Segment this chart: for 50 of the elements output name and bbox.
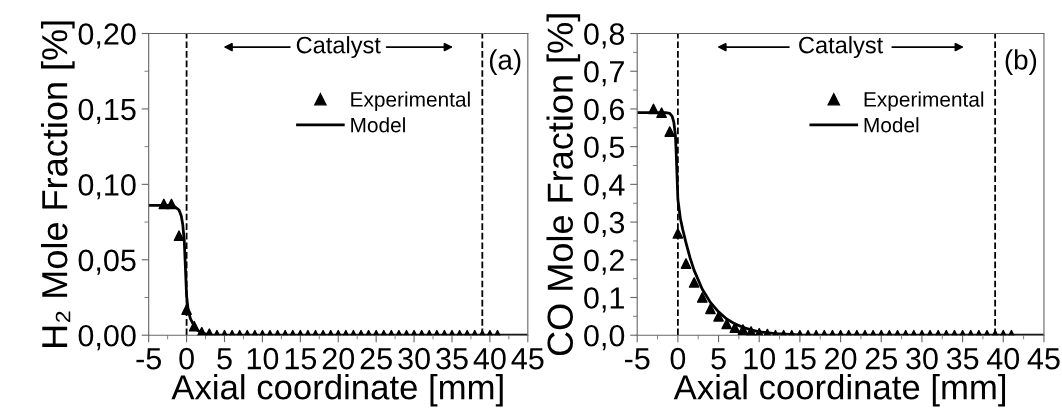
x-tick-label: 30 [906, 347, 938, 370]
x-tick-label: 0 [179, 347, 194, 370]
y-axis-title: H₂ Mole Fraction [%] [40, 21, 75, 347]
x-axis-title: Axial coordinate [mm] [171, 374, 503, 407]
annotation: Catalyst [799, 36, 884, 59]
x-tick-label: 40 [986, 347, 1020, 370]
x-tick-label: 10 [744, 347, 776, 370]
x-tick-label: 40 [473, 347, 506, 370]
annotation: Catalyst [296, 36, 381, 59]
x-tick-label: 35 [946, 347, 979, 370]
y-axis-title: CO Mole Fraction [%] [546, 14, 581, 356]
x-tick-label: -5 [136, 348, 161, 370]
y-tick-label: 0,4 [584, 174, 625, 200]
y-tick-label: 0,2 [584, 249, 624, 275]
x-axis-title: Axial coordinate [mm] [673, 374, 1006, 407]
y-tick-label: 0,8 [584, 23, 625, 49]
legend-label: Experimental [864, 91, 984, 111]
annotation: (b) [1005, 49, 1037, 76]
x-tick-label: 20 [322, 347, 355, 370]
x-tick-label: 10 [247, 347, 279, 370]
y-tick-label: 0,7 [584, 60, 624, 87]
x-tick-label: 25 [865, 347, 897, 370]
x-tick-label: 5 [711, 348, 726, 370]
x-tick-label: 15 [285, 348, 317, 370]
x-tick-label: 20 [825, 347, 857, 370]
y-tick-label: 0,6 [584, 98, 625, 124]
x-tick-label: 5 [217, 348, 232, 370]
y-tick-label: 0,00 [78, 324, 136, 351]
x-tick-label: 15 [785, 348, 816, 370]
annotation: (a) [489, 49, 521, 76]
point [166, 198, 177, 210]
legend-label: Experimental [351, 91, 470, 111]
y-tick-label: 0,3 [584, 211, 625, 238]
x-tick-label: -5 [624, 348, 650, 370]
legend-label: Model [351, 117, 405, 133]
x-tick-label: 35 [436, 347, 468, 370]
y-tick-label: 0,0 [584, 324, 625, 351]
legend-label: Model [864, 117, 919, 133]
x-tick-label: 45 [1027, 348, 1060, 370]
x-tick-label: 45 [511, 348, 544, 370]
y-tick-label: 0,5 [584, 136, 625, 162]
y-tick-label: 0,10 [78, 174, 136, 200]
x-tick-label: 0 [670, 347, 686, 370]
y-tick-label: 0,05 [78, 249, 136, 275]
x-tick-label: 25 [360, 347, 392, 370]
y-tick-label: 0,20 [78, 23, 136, 49]
y-tick-label: 0,15 [78, 98, 136, 124]
x-tick-label: 30 [398, 347, 430, 370]
point [158, 198, 170, 210]
y-tick-label: 0,1 [584, 287, 624, 313]
